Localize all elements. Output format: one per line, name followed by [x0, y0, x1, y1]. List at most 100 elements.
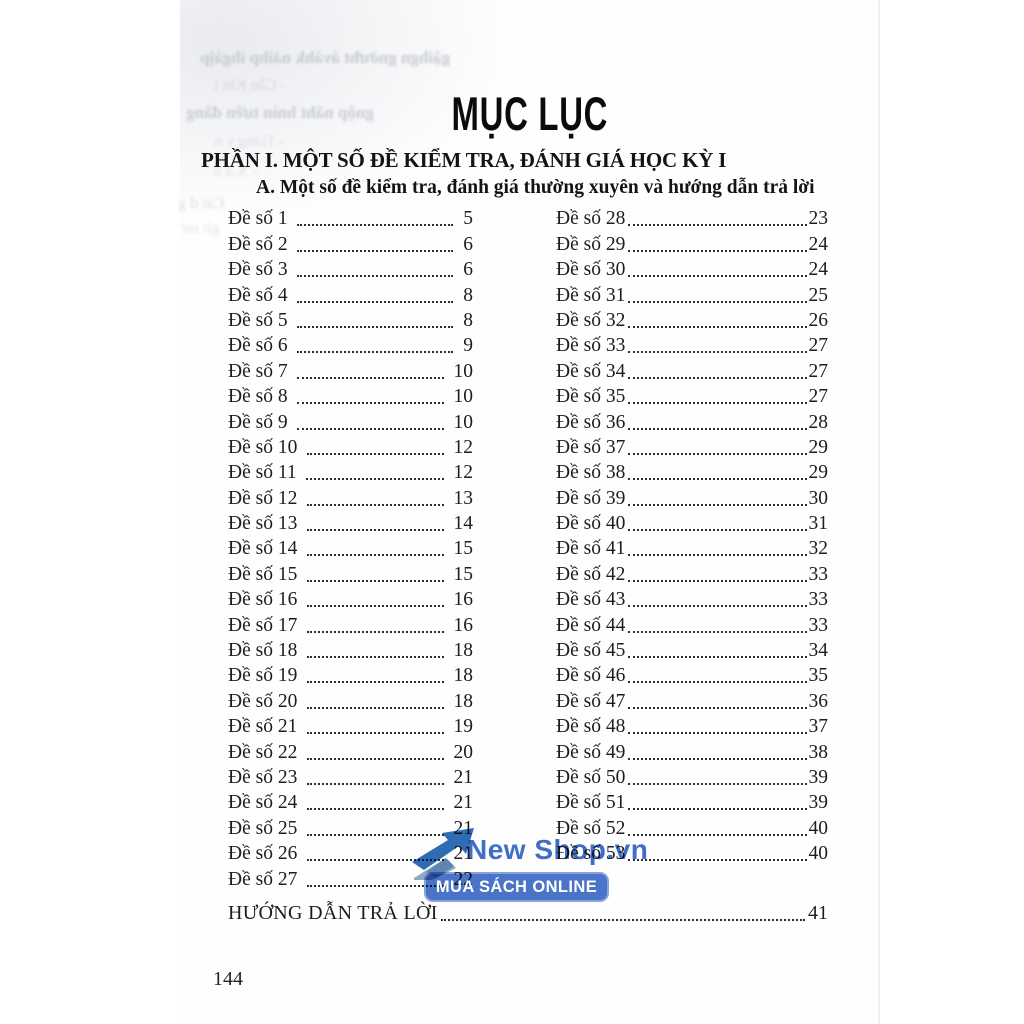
- toc-row: Đề số 42 33: [556, 561, 828, 586]
- toc-row: Đề số 3 6: [228, 257, 473, 282]
- bleed-through-text: gậihgn gnởưht ávàhk nảihp ìhgàịp: [200, 48, 451, 67]
- toc-entry-page: 8: [458, 284, 473, 306]
- toc-row: Đề số 24 21: [228, 790, 473, 815]
- toc-entry-page: 41: [808, 902, 828, 924]
- toc-entry-page: 33: [808, 563, 829, 585]
- toc-entry-label: Đề số 30: [556, 259, 626, 281]
- toc-entry-label: Đề số 2: [228, 233, 293, 255]
- toc-entry-label: Đề số 24: [228, 792, 303, 814]
- dot-leader: [307, 706, 444, 709]
- toc-entry-page: 24: [808, 233, 829, 255]
- toc-entry-label: Đề số 9: [228, 411, 293, 433]
- toc-row: Đề số 13 14: [228, 511, 473, 536]
- toc-row: Đề số 19 18: [228, 663, 473, 688]
- toc-row: Đề số 6 9: [228, 333, 473, 358]
- toc-entry-label: Đề số 15: [228, 563, 303, 585]
- dot-leader: [628, 452, 807, 455]
- dot-leader: [628, 605, 807, 608]
- dot-leader: [628, 427, 807, 430]
- toc-entry-label: Đề số 29: [556, 233, 626, 255]
- toc-row: Đề số 51 39: [556, 790, 828, 815]
- bleed-through-text: gít nư: [182, 220, 220, 237]
- toc-entry-label: Đề số 35: [556, 386, 626, 408]
- toc-entry-label: Đề số 44: [556, 614, 626, 636]
- toc-entry-page: 12: [448, 462, 474, 484]
- toc-entry-label: Đề số 28: [556, 208, 626, 230]
- dot-leader: [307, 782, 444, 785]
- toc-entry-label: Đề số 11: [228, 462, 302, 484]
- toc-entry-label: Đề số 7: [228, 360, 293, 382]
- dot-leader: [628, 224, 807, 227]
- dot-leader: [307, 732, 444, 735]
- toc-entry-page: 8: [458, 309, 473, 331]
- toc-row: Đề số 10 12: [228, 435, 473, 460]
- toc-row: Đề số 2 6: [228, 231, 473, 256]
- dot-leader: [628, 681, 807, 684]
- dot-leader: [307, 554, 444, 557]
- toc-entry-page: 21: [448, 766, 474, 788]
- toc-entry-label: Đề số 26: [228, 843, 303, 865]
- toc-entry-label: Đề số 34: [556, 360, 626, 382]
- dot-leader: [307, 884, 444, 887]
- dot-leader: [307, 859, 444, 862]
- toc-entry-page: 16: [448, 614, 474, 636]
- toc-entry-page: 9: [458, 335, 473, 357]
- toc-entry-label: Đề số 52: [556, 817, 626, 839]
- dot-leader: [307, 656, 444, 659]
- toc-entry-label: Đề số 47: [556, 690, 626, 712]
- toc-row: Đề số 25 21: [228, 815, 473, 840]
- page-number-footer: 144: [213, 968, 243, 990]
- toc-row: Đề số 27 22: [228, 866, 473, 891]
- section-heading: A. Một số đề kiểm tra, đánh giá thường x…: [256, 177, 815, 198]
- bleed-through-text: Cải d g: [178, 195, 225, 212]
- toc-entry-label: Đề số 41: [556, 538, 626, 560]
- toc-entry-label: Đề số 38: [556, 462, 626, 484]
- dot-leader: [297, 300, 454, 303]
- dot-leader: [628, 579, 807, 582]
- toc-row: Đề số 8 10: [228, 384, 473, 409]
- toc-entry-page: 36: [808, 690, 829, 712]
- toc-entry-page: 21: [448, 792, 474, 814]
- toc-entry-label: Đề số 40: [556, 513, 626, 535]
- toc-entry-page: 33: [808, 614, 829, 636]
- toc-row: Đề số 41 32: [556, 536, 828, 561]
- toc-entry-page: 23: [808, 208, 829, 230]
- toc-row: Đề số 52 40: [556, 815, 828, 840]
- page-title-wrap: MỤC LỤC: [180, 88, 880, 140]
- toc-entry-label: Đề số 10: [228, 436, 303, 458]
- toc-row: Đề số 29 24: [556, 231, 828, 256]
- toc-entry-page: 21: [448, 817, 474, 839]
- toc-entry-label: Đề số 1: [228, 208, 293, 230]
- toc-entry-page: 35: [808, 665, 829, 687]
- toc-entry-page: 13: [448, 487, 474, 509]
- toc-entry-label: HƯỚNG DẪN TRẢ LỜI: [228, 902, 438, 924]
- dot-leader: [297, 249, 454, 252]
- toc-row: Đề số 5 8: [228, 308, 473, 333]
- toc-entry-page: 20: [448, 741, 474, 763]
- toc-row: Đề số 31 25: [556, 282, 828, 307]
- toc-row: Đề số 7 10: [228, 358, 473, 383]
- toc-entry-page: 10: [448, 360, 474, 382]
- toc-entry-label: Đề số 50: [556, 766, 626, 788]
- toc-entry-label: Đề số 21: [228, 716, 303, 738]
- toc-entry-label: Đề số 16: [228, 589, 303, 611]
- toc-entry-label: Đề số 5: [228, 309, 293, 331]
- toc-row: Đề số 12 13: [228, 485, 473, 510]
- toc-row: Đề số 11 12: [228, 460, 473, 485]
- toc-entry-label: Đề số 53: [556, 843, 626, 865]
- dot-leader: [297, 376, 444, 379]
- toc-entry-label: Đề số 3: [228, 259, 293, 281]
- toc-entry-label: Đề số 18: [228, 640, 303, 662]
- toc-entry-page: 19: [448, 716, 474, 738]
- dot-leader: [307, 503, 444, 506]
- toc-entry-page: 18: [448, 665, 474, 687]
- toc-entry-page: 12: [448, 436, 474, 458]
- toc-entry-page: 6: [458, 233, 473, 255]
- toc-entry-page: 30: [808, 487, 829, 509]
- toc-entry-label: Đề số 46: [556, 665, 626, 687]
- toc-entry-page: 24: [808, 259, 829, 281]
- toc-entry-page: 10: [448, 411, 474, 433]
- dot-leader: [628, 706, 807, 709]
- toc-entry-label: Đề số 51: [556, 792, 626, 814]
